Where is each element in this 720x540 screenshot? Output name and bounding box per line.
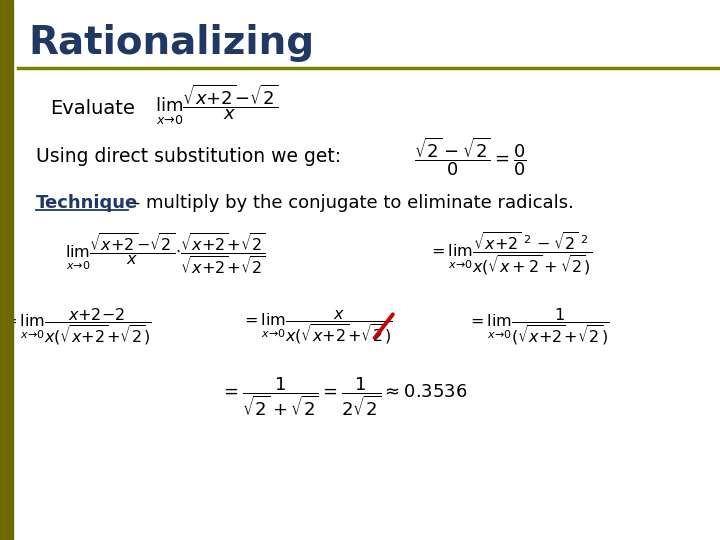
Text: $= \lim_{x \to 0} \dfrac{x}{x(\sqrt{x+2}+\sqrt{2})}$: $= \lim_{x \to 0} \dfrac{x}{x(\sqrt{x+2}… (241, 308, 393, 346)
Text: Using direct substitution we get:: Using direct substitution we get: (36, 147, 341, 166)
Text: $\dfrac{\sqrt{2}-\sqrt{2}}{0} = \dfrac{0}{0}$: $\dfrac{\sqrt{2}-\sqrt{2}}{0} = \dfrac{0… (414, 135, 527, 178)
Text: Technique: Technique (36, 193, 138, 212)
Text: - multiply by the conjugate to eliminate radicals.: - multiply by the conjugate to eliminate… (128, 193, 574, 212)
Bar (0, 0, 13, 540)
Text: Evaluate: Evaluate (50, 98, 135, 118)
Text: $\lim_{x \to 0} \dfrac{\sqrt{x+2}-\sqrt{2}}{x}$: $\lim_{x \to 0} \dfrac{\sqrt{x+2}-\sqrt{… (155, 83, 278, 127)
Text: Rationalizing: Rationalizing (29, 24, 315, 62)
Text: $\lim_{x \to 0} \dfrac{\sqrt{x+2}-\sqrt{2}}{x} \cdot \dfrac{\sqrt{x+2}+\sqrt{2}}: $\lim_{x \to 0} \dfrac{\sqrt{x+2}-\sqrt{… (65, 231, 266, 276)
Text: $= \lim_{x \to 0} \dfrac{1}{(\sqrt{x+2}+\sqrt{2})}$: $= \lim_{x \to 0} \dfrac{1}{(\sqrt{x+2}+… (467, 306, 609, 347)
Text: $= \lim_{x \to 0} \dfrac{x+2-2}{x(\sqrt{x+2}+\sqrt{2})}$: $= \lim_{x \to 0} \dfrac{x+2-2}{x(\sqrt{… (0, 306, 152, 347)
Text: $= \lim_{x \to 0} \dfrac{\sqrt{x+2}^{\ 2}-\sqrt{2}^{\ 2}}{x(\sqrt{x+2}+\sqrt{2}): $= \lim_{x \to 0} \dfrac{\sqrt{x+2}^{\ 2… (428, 231, 593, 277)
Text: $= \dfrac{1}{\sqrt{2}+\sqrt{2}} = \dfrac{1}{2\sqrt{2}} \approx 0.3536$: $= \dfrac{1}{\sqrt{2}+\sqrt{2}} = \dfrac… (220, 375, 467, 418)
